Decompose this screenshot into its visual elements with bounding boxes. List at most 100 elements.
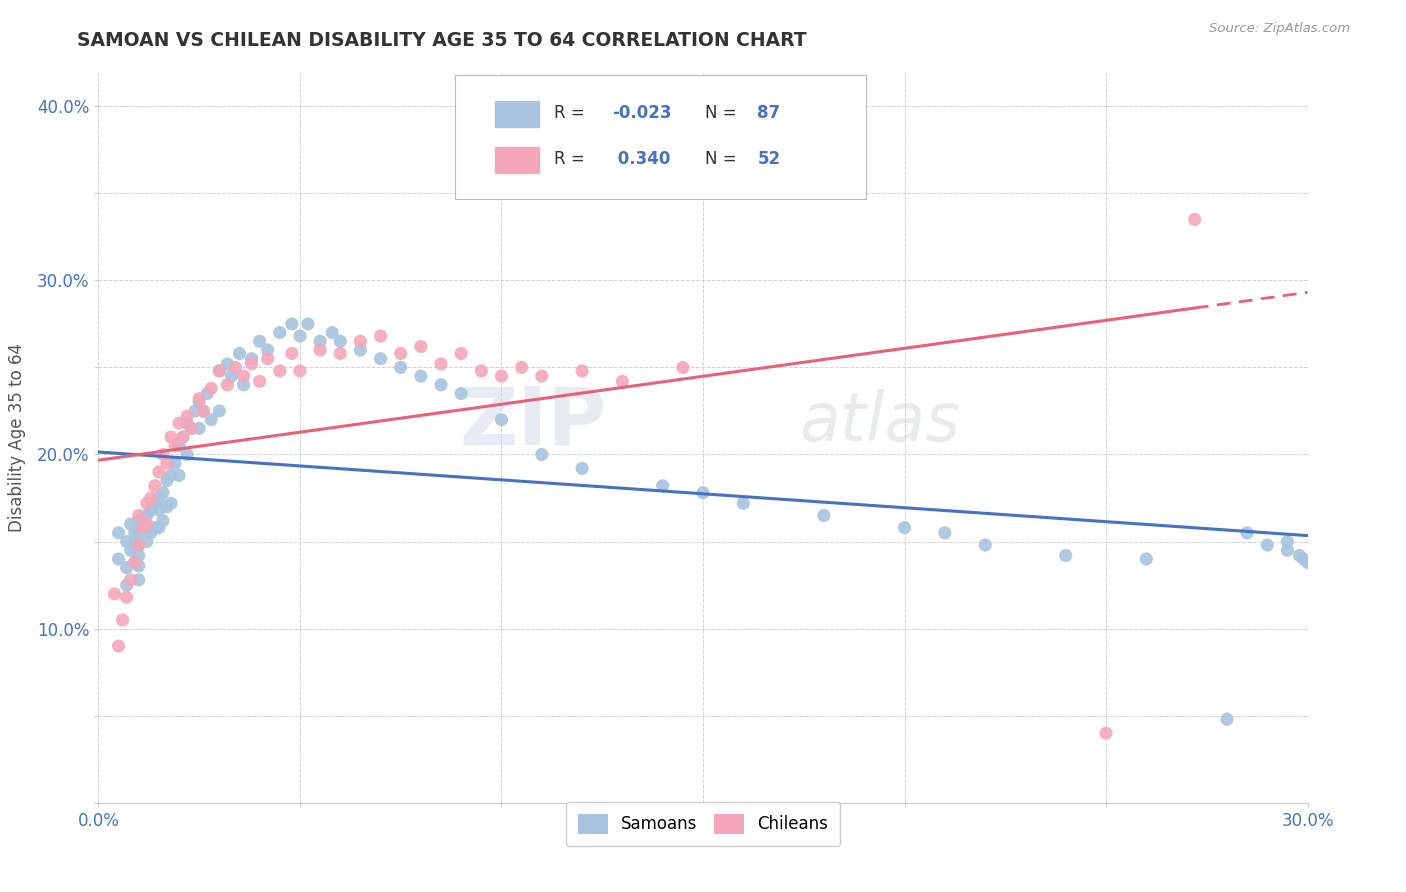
Point bbox=[224, 360, 246, 375]
Point bbox=[733, 496, 755, 510]
Point bbox=[389, 346, 412, 360]
Point bbox=[530, 448, 553, 462]
Point bbox=[612, 375, 634, 389]
Point bbox=[156, 500, 179, 514]
Point bbox=[135, 517, 157, 532]
Point bbox=[651, 479, 673, 493]
Point bbox=[128, 514, 150, 528]
Point bbox=[1296, 556, 1319, 570]
Point bbox=[217, 377, 239, 392]
Text: 87: 87 bbox=[758, 104, 780, 122]
Point bbox=[409, 339, 432, 353]
Point bbox=[160, 468, 183, 483]
Point bbox=[232, 369, 254, 384]
Text: Source: ZipAtlas.com: Source: ZipAtlas.com bbox=[1209, 22, 1350, 36]
Point bbox=[430, 377, 453, 392]
Point bbox=[256, 351, 278, 366]
Point bbox=[288, 364, 311, 378]
Text: SAMOAN VS CHILEAN DISABILITY AGE 35 TO 64 CORRELATION CHART: SAMOAN VS CHILEAN DISABILITY AGE 35 TO 6… bbox=[77, 31, 807, 50]
Point bbox=[370, 329, 392, 343]
Point bbox=[1135, 552, 1157, 566]
Point bbox=[193, 404, 215, 418]
Point bbox=[370, 351, 392, 366]
Point bbox=[1236, 525, 1258, 540]
Point bbox=[491, 412, 513, 426]
Point bbox=[148, 465, 170, 479]
Point bbox=[200, 381, 222, 395]
Point bbox=[180, 421, 202, 435]
Point bbox=[430, 357, 453, 371]
Point bbox=[167, 439, 190, 453]
Point bbox=[107, 525, 129, 540]
Point bbox=[256, 343, 278, 357]
Point bbox=[195, 386, 218, 401]
Point bbox=[128, 573, 150, 587]
Point bbox=[1095, 726, 1118, 740]
Point bbox=[269, 326, 291, 340]
FancyBboxPatch shape bbox=[456, 75, 866, 200]
Y-axis label: Disability Age 35 to 64: Disability Age 35 to 64 bbox=[8, 343, 25, 532]
Point bbox=[288, 329, 311, 343]
Text: 0.340: 0.340 bbox=[613, 150, 671, 168]
Point bbox=[163, 456, 186, 470]
Point bbox=[135, 521, 157, 535]
Point bbox=[217, 357, 239, 371]
Point bbox=[1288, 549, 1310, 563]
Text: R =: R = bbox=[554, 104, 591, 122]
Point bbox=[893, 521, 915, 535]
Point bbox=[172, 430, 194, 444]
Point bbox=[152, 514, 174, 528]
Point bbox=[281, 317, 304, 331]
Text: ZIP: ZIP bbox=[458, 384, 606, 461]
Point bbox=[128, 538, 150, 552]
Point bbox=[232, 377, 254, 392]
Point bbox=[160, 430, 183, 444]
Point bbox=[208, 364, 231, 378]
Point bbox=[128, 525, 150, 540]
Point bbox=[163, 439, 186, 453]
Point bbox=[692, 485, 714, 500]
Point bbox=[120, 517, 142, 532]
Point bbox=[193, 404, 215, 418]
Point bbox=[349, 343, 371, 357]
Point bbox=[120, 543, 142, 558]
Point bbox=[309, 343, 332, 357]
Legend: Samoans, Chileans: Samoans, Chileans bbox=[567, 802, 839, 846]
Point bbox=[188, 392, 211, 406]
Point bbox=[571, 364, 593, 378]
Point bbox=[269, 364, 291, 378]
Point bbox=[152, 448, 174, 462]
Point bbox=[148, 503, 170, 517]
Point bbox=[132, 521, 155, 535]
Text: N =: N = bbox=[706, 150, 742, 168]
Point bbox=[510, 360, 533, 375]
Point bbox=[135, 508, 157, 523]
Point bbox=[200, 412, 222, 426]
Point bbox=[329, 334, 352, 349]
Point bbox=[974, 538, 997, 552]
Point bbox=[470, 364, 492, 378]
Point bbox=[1292, 552, 1315, 566]
Point bbox=[156, 456, 179, 470]
Point bbox=[160, 496, 183, 510]
Point bbox=[167, 416, 190, 430]
Point bbox=[115, 591, 138, 605]
Point bbox=[135, 534, 157, 549]
Point bbox=[107, 639, 129, 653]
Point bbox=[208, 404, 231, 418]
Point bbox=[934, 525, 956, 540]
Point bbox=[176, 448, 198, 462]
Point bbox=[240, 351, 263, 366]
Point bbox=[143, 521, 166, 535]
Point bbox=[115, 534, 138, 549]
Point bbox=[491, 369, 513, 384]
Point bbox=[128, 558, 150, 573]
Point bbox=[309, 334, 332, 349]
Point bbox=[281, 346, 304, 360]
Point bbox=[188, 421, 211, 435]
Point bbox=[1277, 534, 1299, 549]
Point bbox=[188, 395, 211, 409]
Point bbox=[1054, 549, 1077, 563]
Point bbox=[115, 578, 138, 592]
Point bbox=[143, 496, 166, 510]
